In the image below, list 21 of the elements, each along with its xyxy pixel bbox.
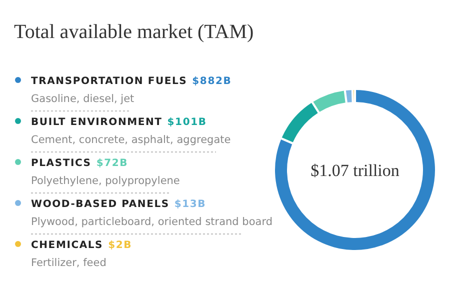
donut-slice [346,90,352,102]
data-label: $2B [108,240,132,251]
legend-label: BUILT ENVIRONMENT [31,117,162,128]
text: Plywood, particleboard, oriented strand board [31,216,273,228]
legend-label: PLASTICS [31,158,92,169]
donut-slice [313,90,346,112]
text: Cement, concrete, asphalt, aggregate [31,134,231,146]
data-label: $13B [174,199,206,210]
text: $1.07 trillion [310,160,400,180]
text: Fertilizer, feed [31,257,106,269]
legend-label: CHEMICALS [31,240,104,251]
donut-slice [282,102,318,142]
data-label: $882B [192,76,232,87]
chart-title: Total available market (TAM) [14,21,254,43]
data-label: $72B [96,158,128,169]
data-label: $101B [167,117,207,128]
text: Gasoline, diesel, jet [31,93,134,105]
donut-slice [275,90,435,250]
text: Polyethylene, polypropylene [31,175,180,187]
legend-label: TRANSPORTATION FUELS [31,76,188,87]
legend-label: WOOD-BASED PANELS [31,199,170,210]
